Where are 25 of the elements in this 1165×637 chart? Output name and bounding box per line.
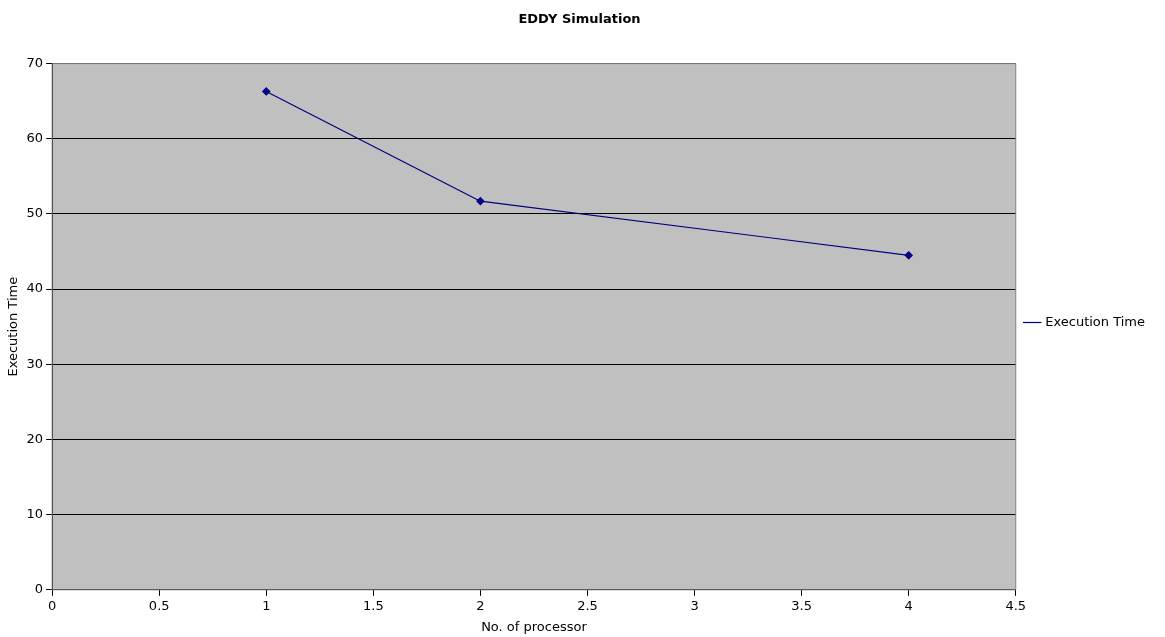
x-tick-label: 3.5 bbox=[791, 597, 812, 613]
y-tick-label: 20 bbox=[26, 430, 44, 446]
y-tick-label: 40 bbox=[26, 280, 44, 296]
x-tick-label: 1 bbox=[262, 597, 271, 613]
x-axis-title: No. of processor bbox=[481, 618, 588, 634]
x-tick-label: 3 bbox=[690, 597, 699, 613]
point bbox=[476, 197, 485, 206]
y-tick-label: 0 bbox=[34, 581, 44, 597]
y-tick-label: 10 bbox=[26, 506, 44, 521]
x-tick-label: 4 bbox=[904, 597, 913, 613]
point bbox=[262, 87, 271, 96]
x-tick-label: 0 bbox=[48, 597, 57, 613]
x-tick-label: 4.5 bbox=[1005, 597, 1027, 613]
legend-label: Execution Time bbox=[1045, 313, 1146, 329]
y-tick-label: 70 bbox=[26, 54, 44, 70]
y-tick-label: 60 bbox=[26, 130, 44, 146]
x-tick-label: 2 bbox=[476, 597, 485, 613]
x-tick-label: 1.5 bbox=[363, 597, 384, 613]
point bbox=[904, 251, 913, 260]
y-axis-title: Execution Time bbox=[5, 276, 21, 377]
y-tick-label: 50 bbox=[26, 205, 44, 221]
chart-title: EDDY Simulation bbox=[518, 11, 641, 27]
y-tick-label: 30 bbox=[26, 355, 44, 371]
x-tick-label: 0.5 bbox=[148, 597, 170, 613]
x-tick-label: 2.5 bbox=[577, 597, 598, 613]
